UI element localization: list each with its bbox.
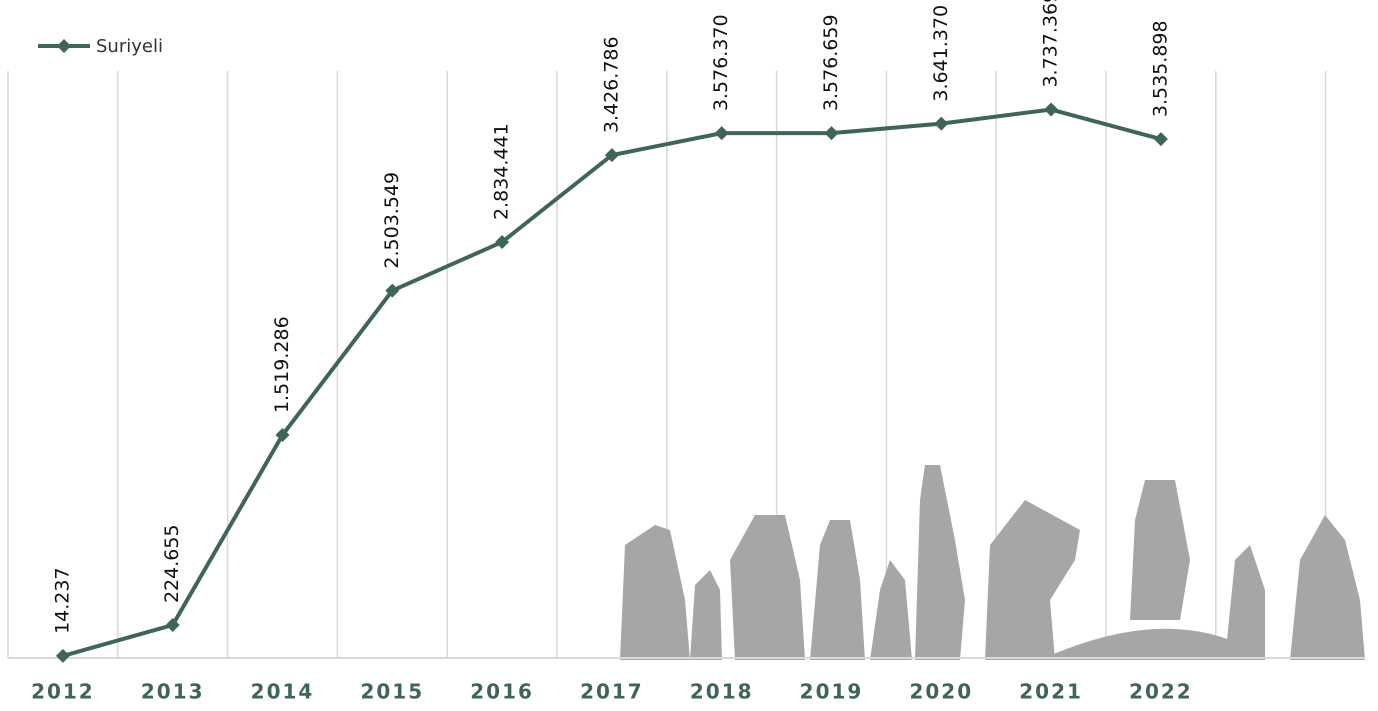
data-label: 1.519.286 — [271, 316, 293, 413]
data-label: 3.576.659 — [820, 14, 842, 111]
x-tick-label: 2016 — [470, 680, 534, 704]
legend-marker — [57, 39, 71, 53]
data-label: 3.737.369 — [1040, 0, 1062, 88]
data-label: 224.655 — [161, 524, 183, 603]
data-point — [1044, 103, 1058, 117]
legend-label: Suriyeli — [96, 36, 163, 57]
data-point — [825, 126, 839, 140]
x-tick-label: 2013 — [141, 680, 205, 704]
data-point — [56, 649, 70, 663]
data-label: 3.535.898 — [1149, 20, 1171, 117]
legend: Suriyeli — [38, 36, 163, 57]
data-point — [1154, 132, 1168, 146]
x-tick-label: 2021 — [1019, 680, 1083, 704]
x-tick-label: 2018 — [690, 680, 754, 704]
x-tick-label: 2019 — [800, 680, 864, 704]
x-tick-label: 2020 — [909, 680, 973, 704]
chart: Suriyeli 2012 2013 2014 2015 2016 2017 2018 201… — [0, 0, 1378, 711]
x-tick-label: 2014 — [251, 680, 315, 704]
x-tick-label: 2012 — [31, 680, 95, 704]
silhouette-decoration — [620, 465, 1365, 660]
data-point — [715, 126, 729, 140]
data-label: 14.237 — [51, 567, 73, 633]
x-tick-label: 2017 — [580, 680, 644, 704]
x-tick-label: 2015 — [360, 680, 424, 704]
x-tick-label: 2022 — [1129, 680, 1193, 704]
data-label: 3.576.370 — [710, 14, 732, 111]
data-label: 3.641.370 — [930, 5, 952, 102]
data-label: 3.426.786 — [600, 36, 622, 133]
data-point — [934, 117, 948, 131]
data-label: 2.834.441 — [491, 123, 513, 220]
data-label: 2.503.549 — [381, 172, 403, 269]
